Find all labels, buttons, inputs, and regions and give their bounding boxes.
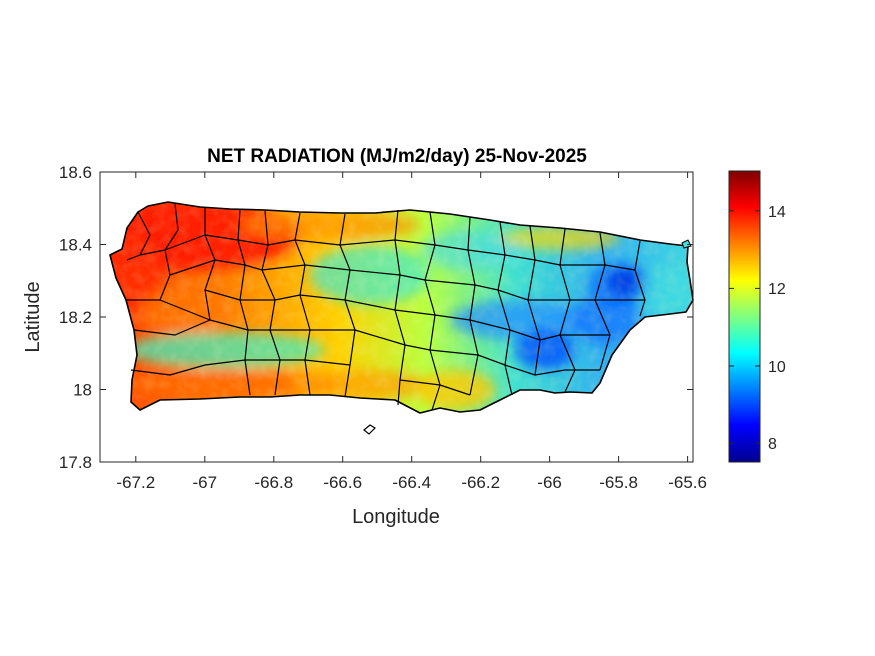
colorbar: 8 10 12 14 — [728, 170, 786, 463]
y-tick-label: 18.4 — [59, 236, 92, 255]
y-tick-label: 17.8 — [59, 453, 92, 472]
colorbar-tick-label: 10 — [768, 359, 786, 376]
island-outline — [109, 201, 694, 414]
x-tick-label: -66.6 — [323, 473, 362, 492]
y-tick-label: 18.2 — [59, 308, 92, 327]
caja-de-muertos-island — [363, 424, 376, 435]
y-axis: 18.6 18.4 18.2 18 17.8 — [59, 163, 693, 472]
x-tick-label: -66.8 — [254, 473, 293, 492]
northeast-islet — [681, 239, 692, 249]
figure-title: NET RADIATION (MJ/m2/day) 25-Nov-2025 — [207, 146, 587, 167]
colorbar-gradient — [728, 170, 761, 463]
x-tick-label: -66 — [537, 473, 562, 492]
x-tick-label: -66.2 — [461, 473, 500, 492]
net-radiation-field — [110, 202, 693, 413]
municipality-boundaries — [126, 203, 646, 411]
colorbar-tick-label: 14 — [768, 204, 786, 221]
colorbar-tick-label: 8 — [768, 436, 777, 453]
x-tick-label: -65.8 — [599, 473, 638, 492]
x-tick-label: -66.4 — [392, 473, 431, 492]
y-tick-label: 18.6 — [59, 163, 92, 182]
x-tick-label: -65.6 — [668, 473, 707, 492]
x-tick-label: -67 — [193, 473, 218, 492]
x-axis: -67.2 -67 -66.8 -66.6 -66.4 -66.2 -66 -6… — [116, 172, 707, 492]
x-axis-label: Longitude — [352, 506, 440, 528]
map-axes: -67.2 -67 -66.8 -66.6 -66.4 -66.2 -66 -6… — [22, 163, 707, 528]
y-tick-label: 18 — [73, 381, 92, 400]
colorbar-tick-label: 12 — [768, 281, 786, 298]
x-tick-label: -67.2 — [116, 473, 155, 492]
y-axis-label: Latitude — [22, 281, 44, 352]
